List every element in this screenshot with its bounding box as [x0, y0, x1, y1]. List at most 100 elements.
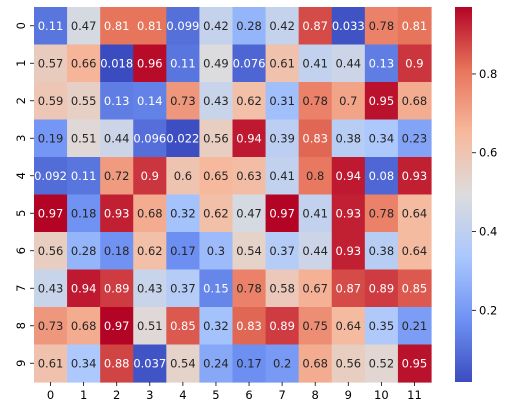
cell-value-label: 0.11: [170, 56, 196, 70]
heatmap-cell: [133, 157, 167, 196]
x-tick-label: 1: [80, 388, 87, 402]
x-tick-label: 9: [345, 388, 352, 402]
cell-value-label: 0.43: [203, 94, 229, 108]
heatmap-cell: [364, 82, 399, 121]
cell-value-label: 0.32: [170, 206, 196, 220]
cell-value-label: 0.42: [203, 19, 229, 33]
heatmap-cell: [67, 307, 101, 346]
cell-value-label: 0.44: [104, 131, 130, 145]
cell-value-label: 0.099: [166, 19, 199, 33]
heatmap-cell: [232, 7, 267, 46]
heatmap-cell: [397, 307, 432, 346]
heatmap-cell: [397, 44, 432, 83]
cell-value-label: 0.75: [302, 319, 328, 333]
heatmap-cell: [364, 119, 399, 158]
heatmap-cell: [34, 119, 68, 158]
cell-value-label: 0.018: [100, 56, 133, 70]
cell-value-label: 0.022: [166, 131, 199, 145]
heatmap-cell: [397, 157, 432, 196]
x-tick-label: 0: [47, 388, 54, 402]
heatmap-cell: [298, 232, 333, 271]
heatmap-cell: [265, 307, 300, 346]
heatmap-cell: [397, 194, 432, 233]
cell-value-label: 0.23: [402, 131, 428, 145]
heatmap-cell: [397, 119, 432, 158]
cell-value-label: 0.89: [369, 281, 395, 295]
heatmap-cell: [364, 307, 399, 346]
cell-value-label: 0.65: [203, 169, 229, 183]
heatmap-cell: [34, 194, 68, 233]
heatmap-cell: [199, 344, 234, 383]
cell-value-label: 0.037: [133, 356, 166, 370]
x-tick-label: 10: [374, 388, 389, 402]
cell-value-label: 0.81: [137, 19, 163, 33]
heatmap-cell: [298, 82, 333, 121]
y-tick-label: 4: [14, 172, 28, 179]
cell-value-label: 0.54: [236, 244, 262, 258]
cell-value-label: 0.18: [104, 244, 130, 258]
cell-value-label: 0.55: [71, 94, 97, 108]
colorbar-tick-label: 0.6: [479, 146, 497, 160]
cell-value-label: 0.17: [170, 244, 196, 258]
heatmap-cell: [331, 269, 366, 308]
cell-value-label: 0.97: [38, 206, 64, 220]
heatmap-cell: [298, 7, 333, 46]
heatmap-cell: [67, 7, 101, 46]
heatmap-cell: [133, 307, 167, 346]
heatmap-cell: [199, 269, 234, 308]
x-tick-label: 7: [278, 388, 285, 402]
cell-value-label: 0.44: [302, 244, 328, 258]
cell-value-label: 0.43: [38, 281, 64, 295]
heatmap-cell: [67, 269, 101, 308]
cell-value-label: 0.3: [207, 244, 225, 258]
heatmap-cell: [100, 269, 134, 308]
heatmap-cell: [133, 119, 167, 158]
cell-value-label: 0.38: [335, 131, 361, 145]
heatmap-cell: [298, 157, 333, 196]
heatmap-cell: [133, 344, 167, 383]
heatmap-cell: [133, 82, 167, 121]
cell-value-label: 0.39: [269, 131, 295, 145]
heatmap-cell: [331, 119, 366, 158]
heatmap-cell: [199, 7, 234, 46]
cell-value-label: 0.68: [137, 206, 163, 220]
cell-value-label: 0.78: [369, 206, 395, 220]
y-tick-label: 3: [14, 135, 28, 142]
heatmap-cell: [331, 232, 366, 271]
heatmap-cell: [166, 157, 201, 196]
heatmap-cell: [100, 232, 134, 271]
cell-value-label: 0.24: [203, 356, 229, 370]
heatmap-cell: [34, 44, 68, 83]
heatmap-cell: [265, 269, 300, 308]
cell-value-label: 0.62: [203, 206, 229, 220]
heatmap-cell: [364, 7, 399, 46]
heatmap-cell: [133, 232, 167, 271]
x-tick-label: 3: [146, 388, 153, 402]
cell-value-label: 0.096: [133, 131, 166, 145]
heatmap-cell: [397, 232, 432, 271]
cell-value-label: 0.97: [269, 206, 295, 220]
cell-value-label: 0.14: [137, 94, 163, 108]
cell-value-label: 0.78: [369, 19, 395, 33]
cell-value-label: 0.57: [38, 56, 64, 70]
heatmap-cell: [397, 344, 432, 383]
cell-value-label: 0.19: [38, 131, 64, 145]
heatmap-cell: [199, 307, 234, 346]
heatmap-cell: [67, 44, 101, 83]
cell-value-label: 0.94: [335, 169, 361, 183]
cell-value-label: 0.93: [335, 206, 361, 220]
heatmap-cell: [100, 157, 134, 196]
y-tick-label: 1: [14, 60, 28, 67]
heatmap-cell: [265, 119, 300, 158]
cell-value-label: 0.13: [104, 94, 130, 108]
heatmap-cell: [166, 194, 201, 233]
heatmap-cell: [34, 7, 68, 46]
cell-value-label: 0.47: [236, 206, 262, 220]
y-tick-label: 9: [14, 360, 28, 367]
cell-value-label: 0.93: [335, 244, 361, 258]
cell-value-label: 0.68: [302, 356, 328, 370]
heatmap-cell: [133, 44, 167, 83]
heatmap-cell: [265, 232, 300, 271]
cell-value-label: 0.66: [71, 56, 97, 70]
heatmap-cell: [100, 119, 134, 158]
